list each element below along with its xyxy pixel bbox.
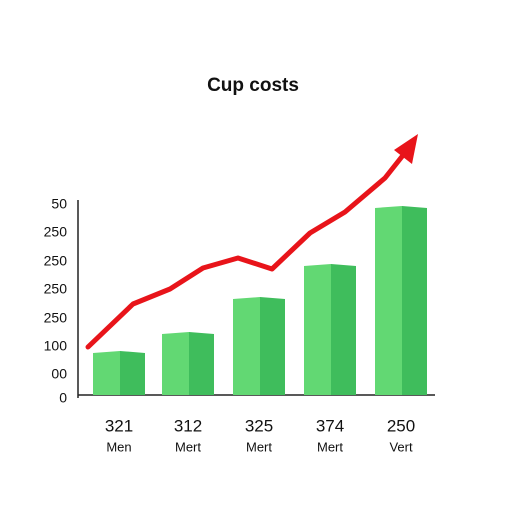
chart-title: Cup costs bbox=[207, 75, 299, 96]
trend-line bbox=[85, 151, 407, 350]
trend-arrowhead bbox=[394, 134, 418, 164]
bar-value: 312 bbox=[174, 416, 202, 435]
y-axis-label: 250 bbox=[44, 281, 68, 297]
y-axis-label: 250 bbox=[44, 253, 68, 269]
bar-value: 321 bbox=[105, 416, 133, 435]
bar bbox=[304, 264, 356, 395]
bars bbox=[93, 206, 427, 395]
bar bbox=[162, 332, 214, 395]
bar-label: Mert bbox=[246, 439, 272, 454]
y-axis-label: 50 bbox=[51, 196, 67, 212]
bar bbox=[233, 297, 285, 395]
bar-label: Mert bbox=[317, 439, 343, 454]
y-axis-label: 0 bbox=[59, 390, 67, 406]
y-axis-label: 00 bbox=[51, 366, 67, 382]
bar-value: 325 bbox=[245, 416, 273, 435]
bar-label: Mert bbox=[175, 439, 201, 454]
bar-label: Vert bbox=[389, 439, 413, 454]
bar bbox=[375, 206, 427, 395]
bar-label: Men bbox=[106, 439, 131, 454]
y-axis-label: 250 bbox=[44, 224, 68, 240]
y-axis-label: 100 bbox=[44, 338, 68, 354]
bar-value: 250 bbox=[387, 416, 415, 435]
y-axis-label: 250 bbox=[44, 310, 68, 326]
bar bbox=[93, 351, 145, 395]
bar-value: 374 bbox=[316, 416, 344, 435]
